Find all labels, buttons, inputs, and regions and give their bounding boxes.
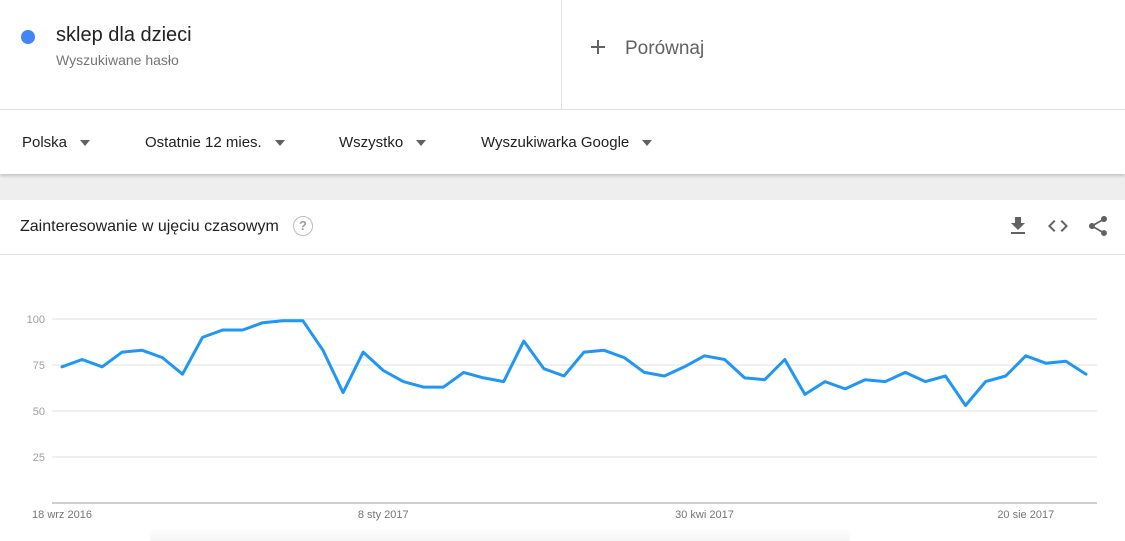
embed-code-icon[interactable] <box>1046 214 1070 238</box>
data-point <box>401 380 405 384</box>
data-point <box>201 335 205 339</box>
compare-label[interactable]: Porównaj <box>625 38 705 59</box>
data-point <box>261 321 265 325</box>
filter-region-label: Polska <box>22 133 68 151</box>
x-tick-label: 8 sty 2017 <box>358 509 409 521</box>
data-point <box>984 380 988 384</box>
x-tick-label: 18 wrz 2016 <box>32 509 92 521</box>
data-point <box>843 387 847 391</box>
data-point <box>160 356 164 360</box>
data-point <box>803 392 807 396</box>
download-icon[interactable] <box>1006 214 1030 238</box>
data-point <box>502 380 506 384</box>
data-point <box>522 339 526 343</box>
caret-down-icon <box>274 139 285 146</box>
filter-search-type-dropdown[interactable]: Wyszukiwarka Google <box>481 110 653 174</box>
data-point <box>421 385 425 389</box>
search-term-subtitle: Wyszukiwane hasło <box>56 52 179 68</box>
data-point <box>1004 374 1008 378</box>
data-point <box>823 380 827 384</box>
data-point <box>943 374 947 378</box>
data-point <box>883 380 887 384</box>
y-tick-label: 25 <box>33 452 45 464</box>
data-point <box>1064 359 1068 363</box>
data-point <box>180 372 184 376</box>
filter-region-dropdown[interactable]: Polska <box>22 110 91 174</box>
data-point <box>662 374 666 378</box>
data-point <box>80 357 84 361</box>
card-title: Zainteresowanie w ujęciu czasowym <box>20 218 279 235</box>
data-point <box>622 356 626 360</box>
interest-line-chart[interactable]: 25 50 75 100 18 wrz 2016 8 sty 2017 30 kwi 201… <box>0 255 1125 541</box>
data-point <box>120 350 124 354</box>
data-point <box>723 357 727 361</box>
section-divider <box>0 174 1125 200</box>
x-tick-label: 30 kwi 2017 <box>675 509 734 521</box>
caret-down-icon <box>80 139 91 146</box>
term-color-dot <box>21 30 35 44</box>
y-tick-label: 100 <box>27 314 45 326</box>
plus-icon[interactable] <box>587 36 609 58</box>
term-bar: sklep dla dzieci Wyszukiwane hasło Porów… <box>0 0 1125 110</box>
data-point <box>763 378 767 382</box>
data-point <box>602 348 606 352</box>
data-point <box>863 378 867 382</box>
data-point <box>140 348 144 352</box>
card-header: Zainteresowanie w ujęciu czasowym ? <box>0 200 1125 255</box>
data-point <box>60 365 64 369</box>
bottom-shadow <box>150 528 850 541</box>
data-point <box>542 367 546 371</box>
share-icon[interactable] <box>1086 214 1110 238</box>
data-point <box>642 370 646 374</box>
filter-search-type-label: Wyszukiwarka Google <box>481 133 630 151</box>
series-line-sklep-dla-dzieci <box>60 319 1088 407</box>
data-point <box>241 328 245 332</box>
help-icon[interactable]: ? <box>293 216 313 236</box>
filter-time-range-label: Ostatnie 12 mies. <box>145 133 262 151</box>
y-tick-label: 75 <box>33 360 45 372</box>
data-point <box>562 374 566 378</box>
search-term-card[interactable]: sklep dla dzieci Wyszukiwane hasło <box>0 0 562 110</box>
data-point <box>743 376 747 380</box>
caret-down-icon <box>416 139 427 146</box>
data-point <box>1044 361 1048 365</box>
filter-category-label: Wszystko <box>339 133 404 151</box>
data-point <box>361 350 365 354</box>
data-point <box>703 354 707 358</box>
data-point <box>903 370 907 374</box>
data-point <box>1024 354 1028 358</box>
data-point <box>321 348 325 352</box>
data-point <box>923 380 927 384</box>
interest-over-time-card: Zainteresowanie w ujęciu czasowym ? <box>0 200 1125 541</box>
x-tick-label: 20 sie 2017 <box>997 509 1054 521</box>
filter-category-dropdown[interactable]: Wszystko <box>339 110 427 174</box>
data-point <box>381 369 385 373</box>
data-point <box>341 391 345 395</box>
data-point <box>582 350 586 354</box>
data-point <box>441 385 445 389</box>
data-point <box>1084 372 1088 376</box>
data-point <box>221 328 225 332</box>
data-point <box>462 370 466 374</box>
y-tick-label: 50 <box>33 406 45 418</box>
data-point <box>281 319 285 323</box>
data-point <box>482 376 486 380</box>
data-point <box>783 357 787 361</box>
filter-bar: Polska Ostatnie 12 mies. Wszystko Wyszuk… <box>0 110 1125 174</box>
search-term-name[interactable]: sklep dla dzieci <box>56 24 192 46</box>
data-point <box>682 365 686 369</box>
filter-time-range-dropdown[interactable]: Ostatnie 12 mies. <box>145 110 285 174</box>
data-point <box>301 319 305 323</box>
data-point <box>100 365 104 369</box>
caret-down-icon <box>642 139 653 146</box>
data-point <box>964 403 968 407</box>
